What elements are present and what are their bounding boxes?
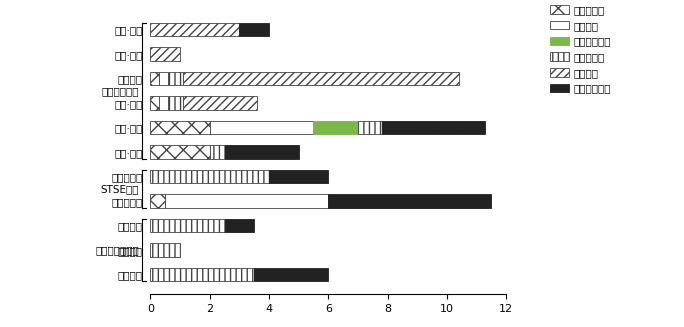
Text: STSE栏目: STSE栏目 [101, 184, 140, 194]
Bar [159, 96, 168, 110]
Bar [150, 268, 254, 281]
Bar [168, 72, 183, 85]
Bar [224, 145, 299, 159]
Bar [150, 219, 224, 232]
Bar [150, 243, 180, 257]
Bar [150, 96, 159, 110]
Bar [150, 47, 180, 61]
Bar [150, 72, 159, 85]
Bar [150, 23, 239, 36]
Bar [166, 194, 328, 208]
Bar [254, 268, 328, 281]
Bar [382, 121, 486, 134]
Bar [183, 96, 257, 110]
Bar [313, 121, 358, 134]
Bar [328, 194, 491, 208]
Bar [239, 23, 269, 36]
Text: 学习支架性栏目: 学习支架性栏目 [96, 245, 140, 255]
Bar [150, 145, 210, 159]
Legend: 知识类情境, 生活情境, 自然现象情境, 化学史情境, 实践情境, 实际应用情境: 知识类情境, 生活情境, 自然现象情境, 化学史情境, 实践情境, 实际应用情境 [546, 1, 615, 98]
Bar [269, 170, 328, 183]
Bar [168, 96, 183, 110]
Bar [159, 72, 168, 85]
Bar [358, 121, 382, 134]
Bar [210, 121, 313, 134]
Bar [224, 219, 254, 232]
Bar [150, 170, 269, 183]
Bar [150, 121, 210, 134]
Bar [210, 145, 224, 159]
Bar [150, 194, 166, 208]
Text: 学习活动栏目: 学习活动栏目 [102, 86, 140, 96]
Bar [183, 72, 459, 85]
